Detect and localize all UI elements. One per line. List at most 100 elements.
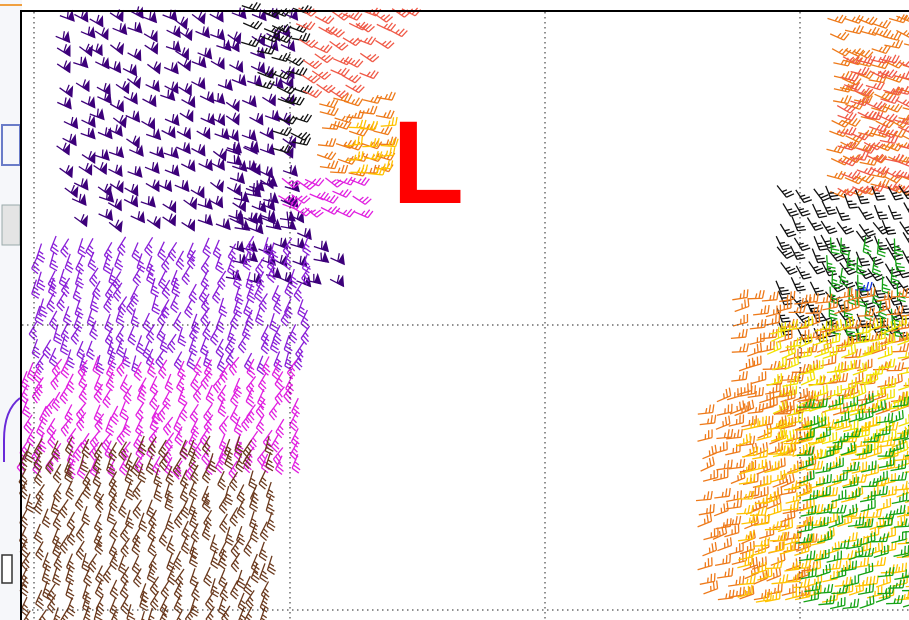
wind-barb <box>49 251 59 272</box>
wind-barb <box>164 373 174 394</box>
wind-barb <box>60 238 70 258</box>
wind-barb <box>226 154 243 166</box>
wind-barb <box>202 237 212 258</box>
wind-barb <box>259 127 274 140</box>
wind-barb <box>112 271 122 291</box>
wind-barb <box>268 401 279 421</box>
wind-barb <box>108 146 125 159</box>
wind-barb <box>313 240 330 253</box>
wind-barb <box>257 372 267 393</box>
wind-barb <box>263 191 279 204</box>
wind-barb <box>212 239 222 260</box>
wind-barb <box>255 398 266 419</box>
wind-barb <box>210 28 226 41</box>
wind-barb <box>271 361 281 381</box>
wind-barb <box>175 47 189 61</box>
wind-barb <box>184 298 193 319</box>
wind-barb <box>246 358 256 379</box>
wind-barb <box>271 285 281 305</box>
wind-barb <box>181 95 196 109</box>
wind-barb <box>174 179 190 193</box>
wind-barb <box>147 358 156 378</box>
wind-barb <box>225 347 235 368</box>
wind-barb <box>190 418 200 438</box>
wind-barb <box>145 324 156 344</box>
wind-barb <box>105 359 115 380</box>
wind-barb <box>144 41 159 55</box>
wind-barb <box>145 348 155 369</box>
wind-barb <box>26 362 36 382</box>
wind-barb <box>39 405 48 426</box>
wind-barb <box>274 371 284 391</box>
wind-barb <box>233 377 243 398</box>
wind-barb <box>293 351 303 371</box>
wind-barb <box>144 236 154 257</box>
wind-barb <box>42 339 52 359</box>
wind-barb <box>244 140 260 153</box>
wind-barb <box>88 43 103 57</box>
wind-barb <box>122 416 132 437</box>
wind-barb <box>155 349 165 369</box>
wind-barb <box>142 312 152 333</box>
wind-barb <box>225 39 240 53</box>
wind-barb <box>218 297 228 318</box>
wind-barb <box>273 294 282 315</box>
wind-barb <box>234 285 244 305</box>
wind-barb <box>248 212 264 225</box>
wind-barb <box>265 218 282 231</box>
wind-barb <box>167 333 177 354</box>
wind-barb <box>157 307 167 327</box>
wind-barb <box>209 92 226 105</box>
wind-barb <box>267 263 276 284</box>
wind-barb <box>136 253 146 273</box>
wind-barb <box>191 144 206 157</box>
wind-barb <box>191 77 206 90</box>
wind-barb <box>245 309 255 330</box>
wind-barb <box>157 241 167 261</box>
wind-barb <box>89 267 99 287</box>
wind-barb <box>205 384 215 405</box>
wind-barb <box>97 183 112 197</box>
wind-barb <box>226 183 241 197</box>
wind-barb <box>212 374 224 394</box>
wind-barb <box>124 183 139 197</box>
wind-barb <box>53 325 63 345</box>
wind-barb <box>78 383 88 404</box>
wind-barb <box>198 284 208 305</box>
wind-barb <box>135 417 144 437</box>
wind-barb <box>107 349 117 369</box>
wind-barb <box>297 299 307 319</box>
wind-barb <box>56 291 66 312</box>
wind-barb <box>177 58 192 72</box>
wind-barb <box>196 126 211 140</box>
wind-barb <box>102 254 112 275</box>
wind-barb <box>237 333 248 354</box>
wind-barb <box>123 92 138 105</box>
wind-barb <box>119 374 129 394</box>
wind-barb <box>233 416 243 436</box>
wind-barb <box>177 386 187 407</box>
wind-barb <box>302 236 312 256</box>
wind-barb <box>71 193 87 206</box>
wind-barb <box>178 402 188 422</box>
wind-barb <box>151 404 161 425</box>
wind-barb <box>103 293 113 314</box>
wind-barb <box>245 185 262 198</box>
wind-barb <box>191 11 206 25</box>
wind-barb <box>189 403 199 424</box>
wind-barb <box>255 414 265 435</box>
wind-barb <box>55 30 71 44</box>
wind-barb <box>133 361 143 382</box>
wind-barb <box>114 251 124 271</box>
wind-barb <box>256 271 265 291</box>
wind-barb <box>173 414 183 434</box>
wind-barb <box>135 335 145 355</box>
wind-barb <box>210 179 225 193</box>
wind-barb <box>127 48 142 62</box>
wind-barb <box>102 388 112 409</box>
wind-barb <box>79 353 89 373</box>
wind-barb <box>31 384 43 404</box>
wind-barb <box>62 133 77 147</box>
wind-barb <box>262 93 276 107</box>
